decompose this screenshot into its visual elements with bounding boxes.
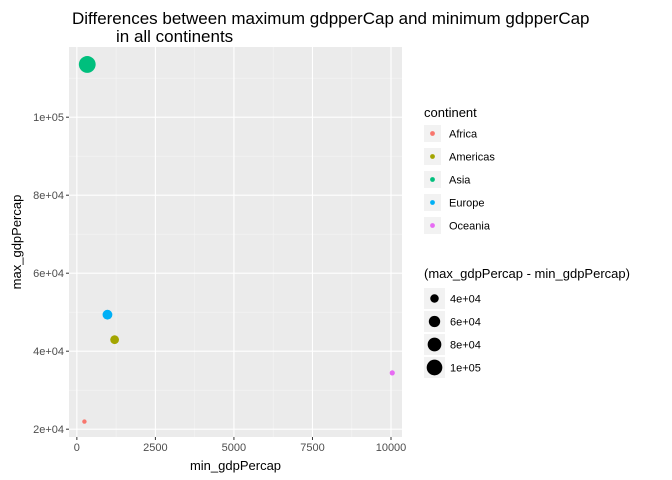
y-tick-label: 6e+04 <box>33 268 64 280</box>
size-legend-label: 4e+04 <box>450 294 481 306</box>
chart-title-line-2: in all continents <box>116 27 233 46</box>
size-legend-swatch <box>430 294 439 303</box>
y-tick-label: 4e+04 <box>33 346 64 358</box>
data-point-asia <box>78 56 96 73</box>
x-axis-title: min_gdpPercap <box>190 458 281 473</box>
color-legend-swatch <box>430 177 435 182</box>
x-tick-label: 0 <box>74 442 80 454</box>
y-axis-title: max_gdpPercap <box>9 195 24 290</box>
data-point-oceania <box>389 370 395 376</box>
color-legend-label: Oceania <box>449 221 491 233</box>
data-points <box>78 56 395 424</box>
color-legend-swatch <box>430 154 435 159</box>
y-tick-label: 1e+05 <box>33 112 64 124</box>
y-tick-label: 8e+04 <box>33 190 64 202</box>
size-legend-title: (max_gdpPercap - min_gdpPercap) <box>424 266 630 281</box>
color-legend: continent Africa Americas Asia Europe Oceani… <box>424 105 495 234</box>
data-point-americas <box>110 335 120 345</box>
size-legend-swatch <box>428 315 441 328</box>
color-legend-label: Americas <box>449 152 495 164</box>
color-legend-swatch <box>430 200 435 205</box>
color-legend-swatch <box>430 223 435 228</box>
plot-panel <box>69 47 402 437</box>
size-legend-swatch <box>426 359 443 376</box>
chart-title-line-1: Differences between maximum gdpperCap an… <box>72 9 590 28</box>
color-legend-title: continent <box>424 105 477 120</box>
size-legend-label: 1e+05 <box>450 363 481 375</box>
color-legend-swatch <box>430 131 435 136</box>
data-point-africa <box>82 419 87 424</box>
y-tick-label: 2e+04 <box>33 424 64 436</box>
minor-gridlines <box>69 47 402 437</box>
x-tick-label: 5000 <box>222 442 246 454</box>
color-legend-label: Europe <box>449 198 484 210</box>
size-legend: (max_gdpPercap - min_gdpPercap) 4e+04 6e+… <box>424 266 630 378</box>
x-tick-label: 2500 <box>143 442 167 454</box>
y-axis: 2e+04 4e+04 6e+04 8e+04 1e+05 <box>33 112 69 436</box>
size-legend-label: 8e+04 <box>450 340 481 352</box>
x-tick-label: 7500 <box>300 442 324 454</box>
x-tick-label: 10000 <box>376 442 407 454</box>
color-legend-label: Africa <box>449 129 478 141</box>
color-legend-label: Asia <box>449 175 471 187</box>
size-legend-label: 6e+04 <box>450 317 481 329</box>
chart-title: Differences between maximum gdpperCap an… <box>72 9 590 46</box>
data-point-europe <box>102 309 113 320</box>
x-axis: 0 2500 5000 7500 10000 <box>74 437 407 454</box>
size-legend-swatch <box>427 337 442 352</box>
